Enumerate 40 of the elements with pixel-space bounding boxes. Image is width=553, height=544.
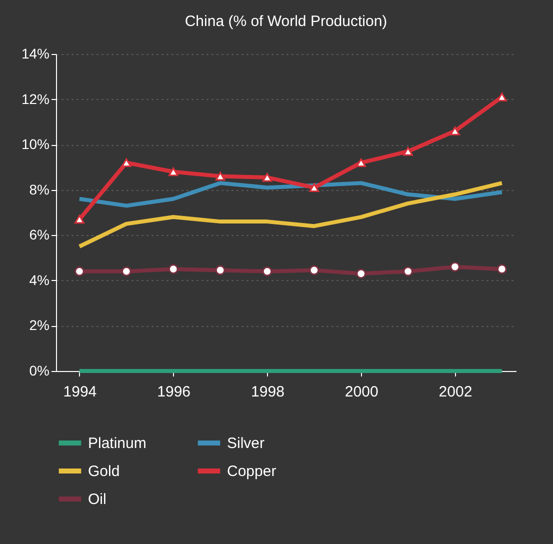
x-tick-label: 2002 bbox=[438, 384, 472, 400]
line-series bbox=[77, 181, 504, 248]
point bbox=[121, 158, 132, 168]
point bbox=[74, 214, 84, 224]
point bbox=[496, 264, 507, 274]
legend-label: Gold bbox=[88, 463, 120, 480]
point bbox=[450, 126, 460, 136]
point bbox=[403, 266, 413, 276]
point bbox=[215, 265, 226, 276]
x-tick-label: 2000 bbox=[344, 384, 378, 400]
point bbox=[356, 158, 366, 168]
point bbox=[74, 266, 84, 276]
point bbox=[450, 262, 460, 272]
y-tick-label: 10% bbox=[21, 136, 50, 152]
y-tick-label: 8% bbox=[29, 181, 50, 198]
legend-label: Oil bbox=[88, 491, 106, 508]
y-tick-label: 12% bbox=[21, 90, 50, 107]
point bbox=[262, 266, 272, 276]
point bbox=[215, 172, 226, 181]
y-tick-label: 2% bbox=[29, 317, 50, 334]
y-tick-label: 14% bbox=[21, 46, 50, 62]
point bbox=[262, 173, 272, 182]
chart-title: China (% of World Production) bbox=[184, 13, 388, 30]
point bbox=[168, 264, 178, 274]
line-series bbox=[77, 181, 504, 208]
point bbox=[309, 183, 320, 192]
point bbox=[121, 266, 132, 276]
y-tick-label: 0% bbox=[29, 362, 50, 378]
x-tick-label: 1994 bbox=[63, 384, 97, 400]
point bbox=[309, 265, 320, 276]
x-tick-label: 1998 bbox=[251, 384, 284, 400]
legend-label: Copper bbox=[227, 463, 276, 480]
y-tick-label: 4% bbox=[29, 272, 50, 288]
point bbox=[168, 167, 178, 176]
y-tick-label: 6% bbox=[29, 226, 50, 243]
point bbox=[356, 268, 366, 279]
x-tick-label: 1996 bbox=[157, 384, 191, 400]
legend-label: Silver bbox=[227, 435, 265, 452]
legend-label: Platinum bbox=[88, 435, 146, 452]
point bbox=[403, 146, 413, 156]
